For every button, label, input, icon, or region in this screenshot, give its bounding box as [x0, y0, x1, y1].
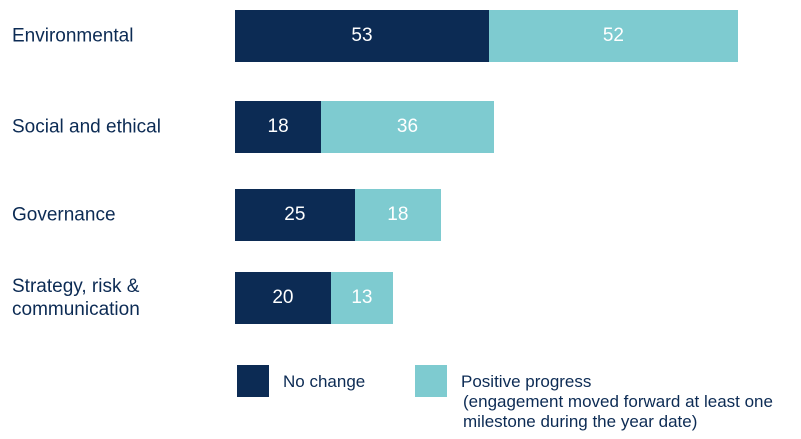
bar-segment: 53 [235, 10, 489, 62]
value-label: 13 [351, 287, 373, 308]
bar-segment: 13 [330, 272, 394, 324]
value-label: 20 [272, 287, 294, 308]
bar-segment: 36 [321, 101, 494, 153]
value-label: 18 [387, 204, 409, 225]
category-label: Social and ethical [12, 116, 161, 138]
value-label: 53 [351, 25, 373, 46]
category-label: Strategy, risk & communication [12, 276, 140, 320]
legend-label: Positive progress [461, 372, 592, 391]
legend-swatch [237, 365, 269, 397]
value-label: 25 [284, 204, 306, 225]
bar-segment: 20 [235, 272, 331, 324]
bar-segment: 25 [235, 189, 355, 241]
legend-swatch [415, 365, 447, 397]
category-label: Governance [12, 204, 116, 226]
value-label: 18 [267, 116, 289, 137]
legend-note: (engagement moved forward at least one m… [463, 392, 773, 431]
bar-segment: 18 [354, 189, 441, 241]
value-label: 52 [602, 25, 624, 46]
bar-segment: 18 [235, 101, 322, 153]
bar-segment: 52 [488, 10, 738, 62]
legend-label: No change [283, 372, 366, 391]
value-label: 36 [396, 116, 419, 137]
category-label: Environmental [12, 25, 134, 47]
